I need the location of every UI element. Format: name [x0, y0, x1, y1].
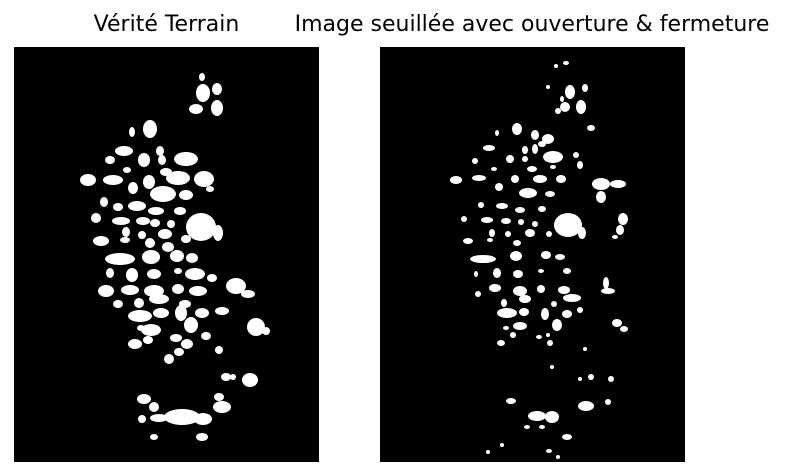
- thresholded-mask-image: [380, 47, 685, 462]
- ground-truth-mask: [80, 73, 270, 441]
- thresholded-mask: [450, 61, 628, 459]
- mask-blobs: [450, 61, 628, 459]
- panel-title-thresholded: Image seuillée avec ouverture & fermetur…: [294, 12, 770, 37]
- mask-blobs: [80, 73, 270, 441]
- ground-truth-mask-image: [14, 47, 319, 462]
- panel-title-ground-truth: Vérité Terrain: [93, 12, 240, 37]
